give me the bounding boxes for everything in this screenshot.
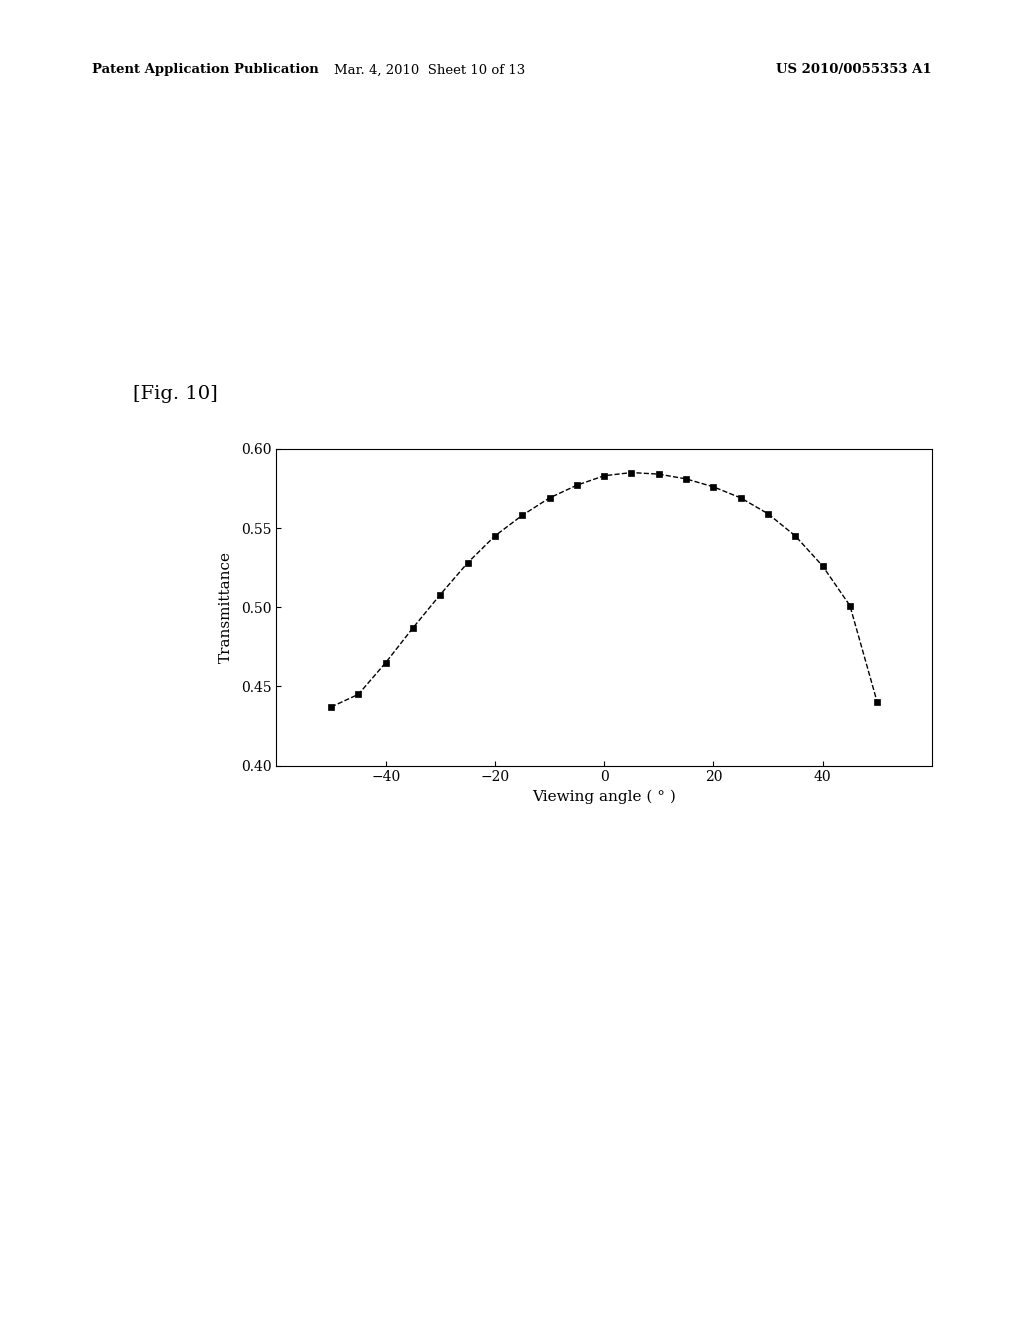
- Text: US 2010/0055353 A1: US 2010/0055353 A1: [776, 63, 932, 77]
- Text: Patent Application Publication: Patent Application Publication: [92, 63, 318, 77]
- X-axis label: Viewing angle ( ° ): Viewing angle ( ° ): [532, 789, 676, 804]
- Text: Mar. 4, 2010  Sheet 10 of 13: Mar. 4, 2010 Sheet 10 of 13: [335, 63, 525, 77]
- Y-axis label: Transmittance: Transmittance: [219, 552, 232, 663]
- Text: [Fig. 10]: [Fig. 10]: [133, 384, 218, 403]
